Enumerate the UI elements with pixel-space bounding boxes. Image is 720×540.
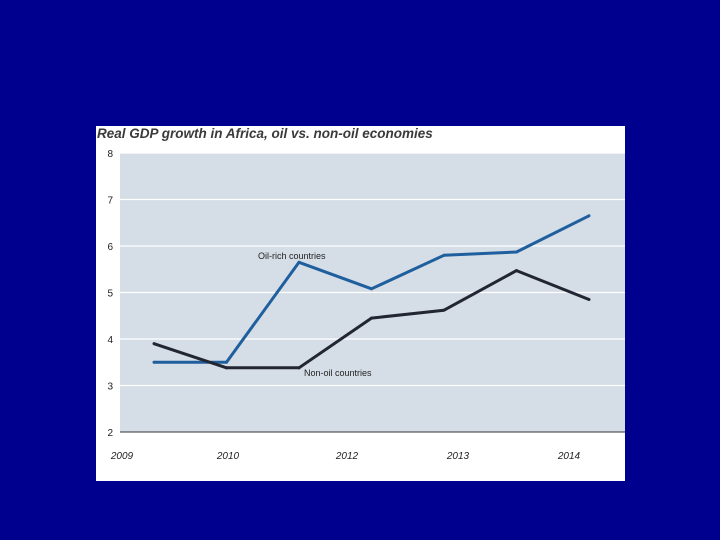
data-point	[297, 260, 301, 264]
data-point	[442, 253, 446, 257]
series-label-oil-rich: Oil-rich countries	[258, 251, 326, 261]
data-point	[297, 366, 301, 370]
y-tick-label: 4	[107, 335, 113, 346]
x-tick-label: 2014	[557, 451, 581, 462]
data-point	[515, 269, 518, 273]
chart-figure: 2 3 4 5 6 7 8 2009 2010 2012 2013 2014 Oil-rich cou…	[96, 126, 625, 481]
data-point	[225, 360, 228, 364]
x-tick-label: 2013	[446, 451, 470, 462]
line-chart: 2 3 4 5 6 7 8 2009 2010 2012 2013 2014 Oil-rich cou…	[107, 149, 625, 462]
data-point	[370, 287, 373, 291]
x-tick-label: 2010	[216, 451, 240, 462]
y-tick-label: 8	[107, 149, 113, 160]
y-tick-label: 5	[107, 289, 113, 300]
data-point	[152, 360, 156, 364]
data-point	[225, 366, 228, 370]
data-point	[515, 250, 518, 254]
x-tick-label: 2009	[110, 451, 134, 462]
y-tick-label: 7	[107, 196, 113, 207]
data-point	[152, 342, 156, 346]
y-tick-label: 6	[107, 242, 113, 253]
y-tick-label: 3	[107, 382, 113, 393]
series-label-non-oil: Non-oil countries	[304, 368, 372, 378]
y-tick-label: 2	[107, 428, 113, 439]
data-point	[370, 316, 373, 320]
chart-title: Real GDP growth in Africa, oil vs. non-o…	[97, 126, 433, 141]
data-point	[587, 214, 591, 218]
data-point	[587, 297, 591, 301]
x-tick-label: 2012	[335, 451, 359, 462]
data-point	[442, 308, 446, 312]
